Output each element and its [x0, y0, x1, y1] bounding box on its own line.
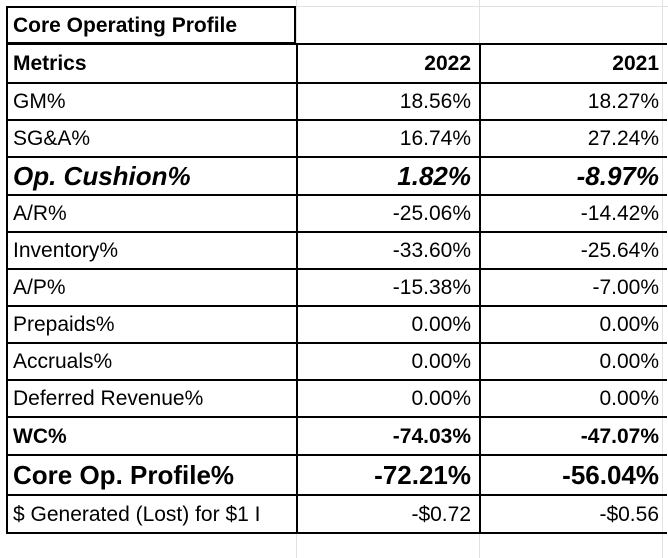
value-2022-cell[interactable]: 0.00%	[296, 305, 481, 344]
header-metrics-cell[interactable]: Metrics	[6, 43, 298, 84]
metrics-table: Metrics 2022 2021 GM% 18.56% 18.27% SG&A…	[6, 43, 667, 534]
table-row: WC% -74.03% -47.07%	[6, 416, 667, 456]
row-label-cell[interactable]: Accruals%	[6, 342, 298, 381]
value-2021-cell[interactable]: -$0.56	[479, 494, 667, 534]
table-row: Prepaids% 0.00% 0.00%	[6, 305, 667, 344]
row-label-cell[interactable]: A/R%	[6, 194, 298, 233]
value-2021-cell[interactable]: 0.00%	[479, 379, 667, 418]
table-row: Inventory% -33.60% -25.64%	[6, 231, 667, 270]
value-2022-cell[interactable]: 18.56%	[296, 82, 481, 121]
value-2022-cell[interactable]: 1.82%	[296, 156, 481, 196]
table-row: Core Op. Profile% -72.21% -56.04%	[6, 454, 667, 496]
row-label-cell[interactable]: Prepaids%	[6, 305, 298, 344]
row-label-cell[interactable]: Op. Cushion%	[6, 156, 298, 196]
table-title[interactable]: Core Operating Profile	[6, 6, 296, 43]
value-2021-cell[interactable]: -25.64%	[479, 231, 667, 270]
table-row: A/P% -15.38% -7.00%	[6, 268, 667, 307]
row-label-cell[interactable]: Deferred Revenue%	[6, 379, 298, 418]
value-2021-cell[interactable]: -56.04%	[479, 454, 667, 496]
row-label-cell[interactable]: SG&A%	[6, 119, 298, 158]
table-row: GM% 18.56% 18.27%	[6, 82, 667, 121]
value-2021-cell[interactable]: -14.42%	[479, 194, 667, 233]
value-2021-cell[interactable]: 27.24%	[479, 119, 667, 158]
row-label-cell[interactable]: $ Generated (Lost) for $1 I	[6, 494, 298, 534]
value-2022-cell[interactable]: -25.06%	[296, 194, 481, 233]
value-2021-cell[interactable]: 18.27%	[479, 82, 667, 121]
table-row: SG&A% 16.74% 27.24%	[6, 119, 667, 158]
row-label-cell[interactable]: Inventory%	[6, 231, 298, 270]
value-2021-cell[interactable]: 0.00%	[479, 305, 667, 344]
table-row: Deferred Revenue% 0.00% 0.00%	[6, 379, 667, 418]
value-2021-cell[interactable]: -7.00%	[479, 268, 667, 307]
value-2021-cell[interactable]: 0.00%	[479, 342, 667, 381]
header-row: Metrics 2022 2021	[6, 43, 667, 84]
value-2022-cell[interactable]: 16.74%	[296, 119, 481, 158]
table-row: Op. Cushion% 1.82% -8.97%	[6, 156, 667, 196]
row-label-cell[interactable]: WC%	[6, 416, 298, 456]
header-2021-cell[interactable]: 2021	[479, 43, 667, 84]
value-2022-cell[interactable]: -$0.72	[296, 494, 481, 534]
gridline	[296, 6, 668, 7]
row-label-cell[interactable]: A/P%	[6, 268, 298, 307]
table-row: $ Generated (Lost) for $1 I -$0.72 -$0.5…	[6, 494, 667, 534]
value-2022-cell[interactable]: 0.00%	[296, 342, 481, 381]
header-2022-cell[interactable]: 2022	[296, 43, 481, 84]
table-row: A/R% -25.06% -14.42%	[6, 194, 667, 233]
table-row: Accruals% 0.00% 0.00%	[6, 342, 667, 381]
value-2022-cell[interactable]: -15.38%	[296, 268, 481, 307]
value-2022-cell[interactable]: 0.00%	[296, 379, 481, 418]
value-2022-cell[interactable]: -33.60%	[296, 231, 481, 270]
value-2021-cell[interactable]: -47.07%	[479, 416, 667, 456]
value-2022-cell[interactable]: -72.21%	[296, 454, 481, 496]
value-2021-cell[interactable]: -8.97%	[479, 156, 667, 196]
row-label-cell[interactable]: Core Op. Profile%	[6, 454, 298, 496]
row-label-cell[interactable]: GM%	[6, 82, 298, 121]
value-2022-cell[interactable]: -74.03%	[296, 416, 481, 456]
